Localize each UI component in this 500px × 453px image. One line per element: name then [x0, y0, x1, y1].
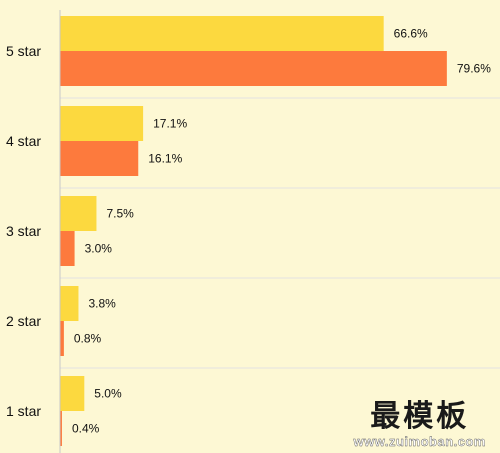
- value-label: 16.1%: [148, 152, 182, 166]
- category-label: 2 star: [6, 313, 41, 329]
- bar: [60, 321, 64, 356]
- value-label: 0.8%: [74, 332, 102, 346]
- bar: [60, 231, 75, 266]
- bar: [60, 106, 144, 141]
- bar: [60, 51, 447, 86]
- bar: [60, 411, 62, 446]
- category-label: 5 star: [6, 43, 41, 59]
- value-label: 79.6%: [457, 62, 491, 76]
- category-label: 3 star: [6, 223, 41, 239]
- bar: [60, 286, 79, 321]
- value-label: 5.0%: [94, 387, 122, 401]
- bar: [60, 196, 97, 231]
- bar: [60, 141, 139, 176]
- value-label: 3.8%: [88, 297, 116, 311]
- value-label: 3.0%: [85, 242, 113, 256]
- bar: [60, 16, 384, 51]
- category-label: 4 star: [6, 133, 41, 149]
- value-label: 17.1%: [153, 117, 187, 131]
- category-label: 1 star: [6, 403, 41, 419]
- value-label: 0.4%: [72, 422, 100, 436]
- value-label: 7.5%: [106, 207, 134, 221]
- value-label: 66.6%: [394, 27, 428, 41]
- bar: [60, 376, 85, 411]
